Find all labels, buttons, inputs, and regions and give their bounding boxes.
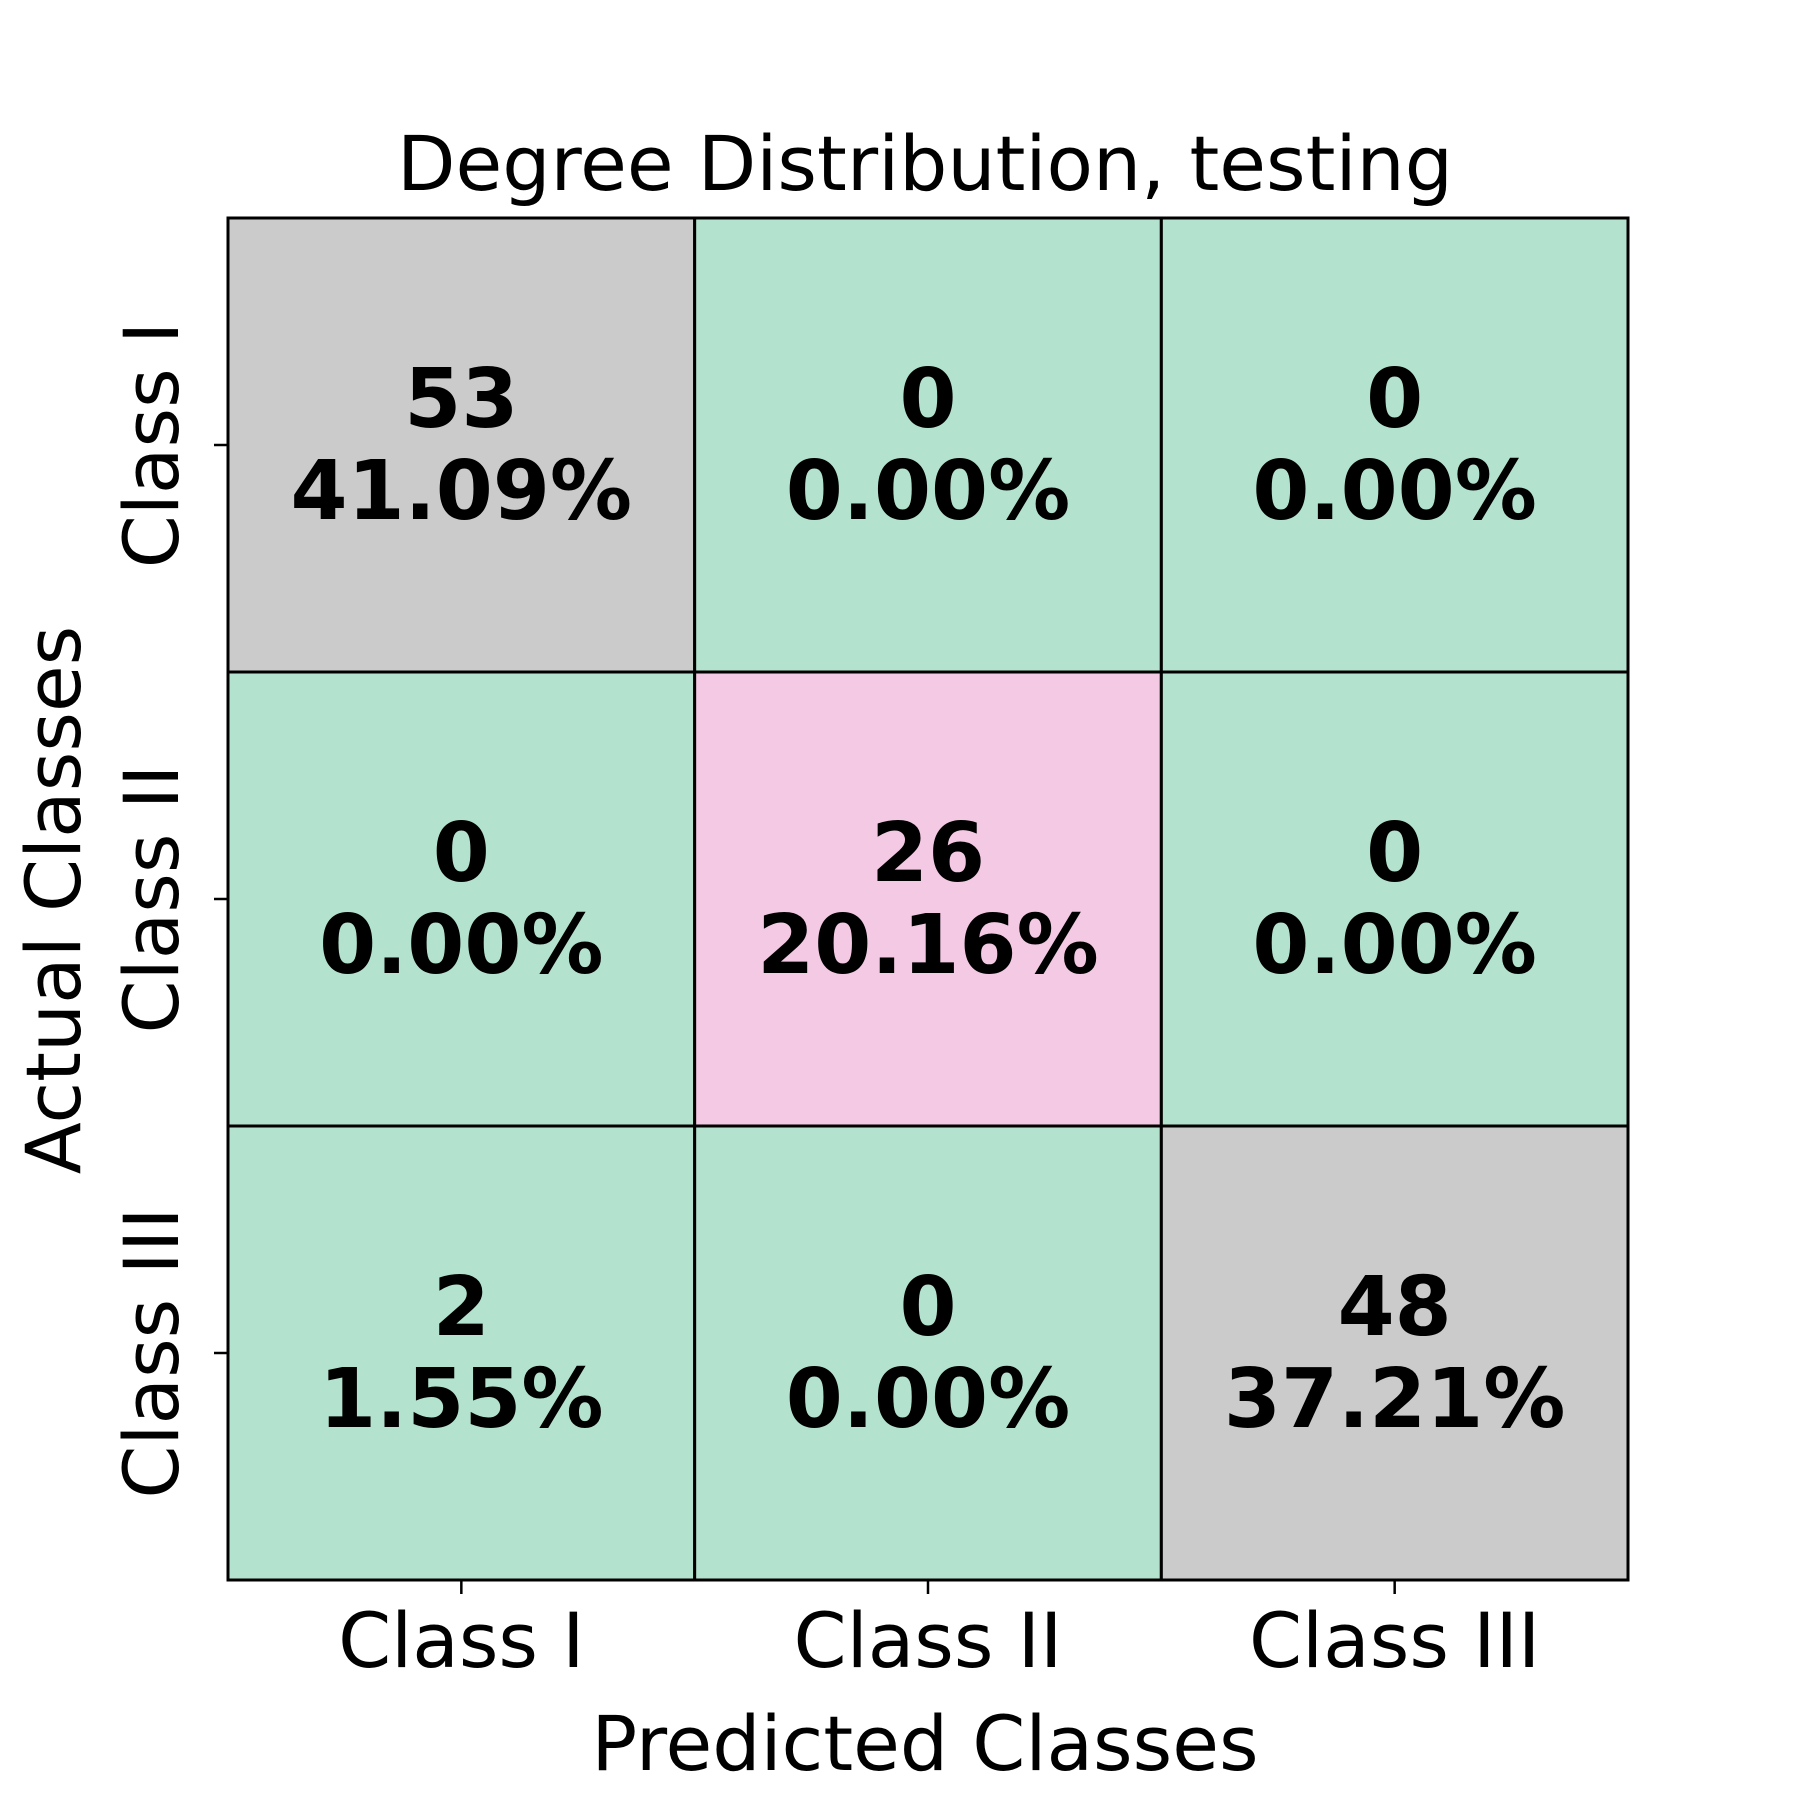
y-axis-label: Actual Classes	[9, 626, 98, 1175]
heatmap-cell-r2-c1	[226, 670, 697, 1128]
x-axis-label: Predicted Classes	[591, 1699, 1258, 1788]
y-tick-label: Class II	[107, 765, 196, 1034]
cell-percentage-r1-c1: 41.09%	[291, 444, 633, 539]
heatmap-cell-r2-c3	[1159, 670, 1630, 1128]
x-tick-label: Class III	[1249, 1596, 1540, 1685]
cell-count-r1-c1: 53	[404, 352, 518, 447]
cell-count-r1-c3: 0	[1366, 352, 1423, 447]
cell-percentage-r2-c3: 0.00%	[1252, 898, 1536, 993]
cell-percentage-r3-c3: 37.21%	[1224, 1352, 1566, 1447]
cell-count-r2-c3: 0	[1366, 806, 1423, 901]
heatmap-cell-r1-c2	[693, 216, 1163, 674]
y-tick-label: Class III	[107, 1207, 196, 1498]
y-tick-label: Class I	[107, 322, 196, 569]
cell-percentage-r1-c3: 0.00%	[1252, 444, 1536, 539]
x-tick-label: Class I	[338, 1596, 585, 1685]
cell-count-r3-c3: 48	[1338, 1260, 1452, 1355]
x-axis: Class I Class II Class III	[338, 1580, 1540, 1685]
cell-count-r1-c2: 0	[899, 352, 956, 447]
heatmap-cell-r3-c2	[693, 1124, 1163, 1582]
cell-count-r2-c2: 26	[871, 806, 985, 901]
heatmap-cell-r1-c1	[226, 216, 697, 674]
cell-count-r2-c1: 0	[433, 806, 490, 901]
cell-percentage-r1-c2: 0.00%	[786, 444, 1070, 539]
chart-title: Degree Distribution, testing	[397, 119, 1453, 208]
cell-percentage-r2-c1: 0.00%	[319, 898, 603, 993]
heatmap-cell-r2-c2	[693, 670, 1163, 1128]
cell-count-r3-c1: 2	[433, 1260, 490, 1355]
cell-percentage-r2-c2: 20.16%	[757, 898, 1099, 993]
heatmap-cell-r1-c3	[1159, 216, 1630, 674]
y-axis: Class I Class II Class III	[107, 322, 228, 1499]
heatmap-cell-r3-c1	[226, 1124, 697, 1582]
heatmap-cells: 5341.09%00.00%00.00%00.00%2620.16%00.00%…	[226, 216, 1630, 1582]
cell-count-r3-c2: 0	[899, 1260, 956, 1355]
cell-percentage-r3-c2: 0.00%	[786, 1352, 1070, 1447]
x-tick-label: Class II	[794, 1596, 1063, 1685]
cell-percentage-r3-c1: 1.55%	[319, 1352, 603, 1447]
